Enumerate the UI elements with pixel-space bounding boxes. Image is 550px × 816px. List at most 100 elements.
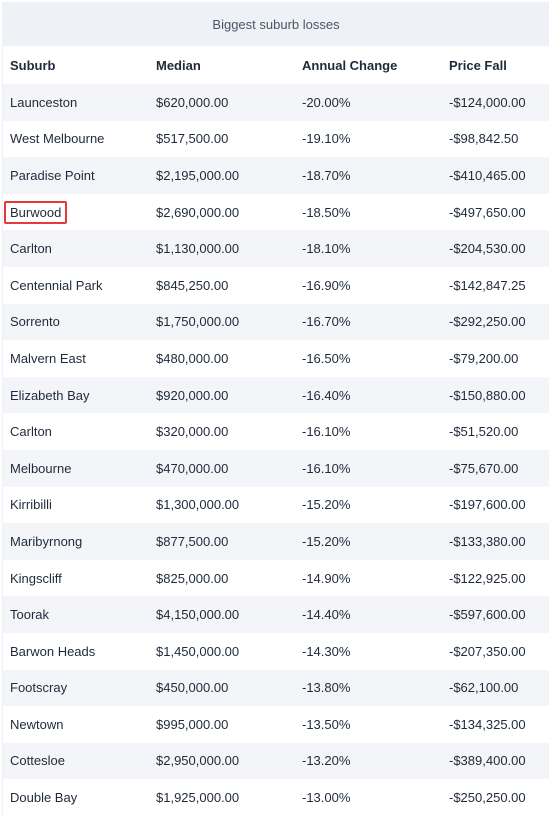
cell-price-fall: -$142,847.25 xyxy=(449,277,526,293)
cell-median: $320,000.00 xyxy=(156,424,229,440)
header-suburb: Suburb xyxy=(10,57,56,73)
cell-suburb: Sorrento xyxy=(10,314,60,330)
cell-median: $450,000.00 xyxy=(156,680,229,696)
cell-annual-change: -16.10% xyxy=(302,424,351,440)
cell-annual-change: -16.40% xyxy=(302,387,351,403)
cell-annual-change: -16.10% xyxy=(302,460,351,476)
header-annual-change: Annual Change xyxy=(302,57,398,73)
table-caption: Biggest suburb losses xyxy=(3,2,549,46)
cell-annual-change: -13.80% xyxy=(302,680,351,696)
cell-suburb: Burwood xyxy=(3,200,149,224)
cell-median: $620,000.00 xyxy=(156,94,229,110)
cell-annual-change: -18.10% xyxy=(302,241,351,257)
cell-median: $2,195,000.00 xyxy=(156,167,240,183)
table-header-row: Suburb Median Annual Change Price Fall xyxy=(3,46,549,84)
cell-price-fall: -$207,350.00 xyxy=(449,643,526,659)
highlighted-suburb-label: Burwood xyxy=(4,200,68,224)
cell-median: $480,000.00 xyxy=(156,350,229,366)
cell-price-fall: -$51,520.00 xyxy=(449,424,519,440)
cell-annual-change: -18.50% xyxy=(302,204,351,220)
table-row: Launceston $620,000.00 -20.00% -$124,000.00 xyxy=(3,84,549,121)
cell-price-fall: -$75,670.00 xyxy=(449,460,519,476)
table-row: Melbourne $470,000.00 -16.10% -$75,670.00 xyxy=(3,449,549,487)
header-price-fall: Price Fall xyxy=(449,57,507,73)
table-row: Barwon Heads $1,450,000.00 -14.30% -$207,35… xyxy=(3,632,549,670)
cell-suburb: Double Bay xyxy=(10,790,78,806)
header-median: Median xyxy=(156,57,201,73)
cell-suburb: Cottesloe xyxy=(10,753,65,769)
cell-median: $845,250.00 xyxy=(156,277,229,293)
cell-price-fall: -$250,250.00 xyxy=(449,790,526,806)
cell-annual-change: -15.20% xyxy=(302,533,351,549)
cell-price-fall: -$124,000.00 xyxy=(449,94,526,110)
cell-price-fall: -$410,465.00 xyxy=(449,167,526,183)
cell-annual-change: -18.70% xyxy=(302,167,351,183)
table-row: Maribyrnong $877,500.00 -15.20% -$133,380.0… xyxy=(3,523,549,560)
cell-annual-change: -13.00% xyxy=(302,790,351,806)
cell-price-fall: -$197,600.00 xyxy=(449,497,526,513)
cell-suburb: Centennial Park xyxy=(10,277,103,293)
cell-median: $2,690,000.00 xyxy=(156,204,240,220)
cell-price-fall: -$497,650.00 xyxy=(449,204,526,220)
cell-median: $995,000.00 xyxy=(156,716,229,732)
cell-price-fall: -$62,100.00 xyxy=(449,680,519,696)
table-row: Newtown $995,000.00 -13.50% -$134,325.00 xyxy=(3,706,549,743)
cell-median: $1,300,000.00 xyxy=(156,497,240,513)
table-row: Burwood $2,690,000.00 -18.50% -$497,650.00 xyxy=(3,193,549,231)
cell-suburb: Toorak xyxy=(10,607,50,623)
cell-suburb: Newtown xyxy=(10,716,64,732)
table-row: Carlton $320,000.00 -16.10% -$51,520.00 xyxy=(3,413,549,450)
cell-annual-change: -16.90% xyxy=(302,277,351,293)
cell-annual-change: -16.50% xyxy=(302,350,351,366)
cell-suburb: Kingscliff xyxy=(10,570,62,586)
cell-price-fall: -$292,250.00 xyxy=(449,314,526,330)
cell-annual-change: -19.10% xyxy=(302,131,351,147)
cell-suburb: West Melbourne xyxy=(10,131,105,147)
cell-price-fall: -$150,880.00 xyxy=(449,387,526,403)
cell-annual-change: -13.20% xyxy=(302,753,351,769)
cell-price-fall: -$389,400.00 xyxy=(449,753,526,769)
cell-suburb: Malvern East xyxy=(10,350,86,366)
table-row: Centennial Park $845,250.00 -16.90% -$142,8… xyxy=(3,266,549,304)
table-body: Launceston $620,000.00 -20.00% -$124,000.00… xyxy=(3,84,549,816)
cell-median: $920,000.00 xyxy=(156,387,229,403)
cell-suburb: Carlton xyxy=(10,241,52,257)
table-row: Paradise Point $2,195,000.00 -18.70% -$410,… xyxy=(3,157,549,194)
cell-annual-change: -20.00% xyxy=(302,94,351,110)
table-row: Elizabeth Bay $920,000.00 -16.40% -$150,880… xyxy=(3,376,549,414)
table-row: Toorak $4,150,000.00 -14.40% -$597,600.00 xyxy=(3,596,549,633)
cell-median: $517,500.00 xyxy=(156,131,229,147)
cell-annual-change: -15.20% xyxy=(302,497,351,513)
cell-median: $1,450,000.00 xyxy=(156,643,240,659)
table-row: Footscray $450,000.00 -13.80% -$62,100.00 xyxy=(3,669,549,707)
cell-suburb: Elizabeth Bay xyxy=(10,387,90,403)
cell-price-fall: -$204,530.00 xyxy=(449,241,526,257)
cell-suburb: Barwon Heads xyxy=(10,643,96,659)
table-row: Malvern East $480,000.00 -16.50% -$79,200.0… xyxy=(3,340,549,377)
cell-price-fall: -$79,200.00 xyxy=(449,350,519,366)
cell-median: $470,000.00 xyxy=(156,460,229,476)
cell-median: $1,130,000.00 xyxy=(156,241,240,257)
cell-price-fall: -$134,325.00 xyxy=(449,716,526,732)
table-row: Kingscliff $825,000.00 -14.90% -$122,925.00 xyxy=(3,559,549,597)
cell-suburb: Footscray xyxy=(10,680,68,696)
table-row: Carlton $1,130,000.00 -18.10% -$204,530.00 xyxy=(3,230,549,267)
cell-annual-change: -13.50% xyxy=(302,716,351,732)
cell-suburb: Paradise Point xyxy=(10,167,95,183)
table-row: Cottesloe $2,950,000.00 -13.20% -$389,400.0… xyxy=(3,742,549,780)
table-row: Double Bay $1,925,000.00 -13.00% -$250,250.… xyxy=(3,779,549,816)
cell-median: $4,150,000.00 xyxy=(156,607,240,623)
cell-suburb: Launceston xyxy=(10,94,78,110)
table-row: Kirribilli $1,300,000.00 -15.20% -$197,600.… xyxy=(3,486,549,524)
cell-median: $1,750,000.00 xyxy=(156,314,240,330)
cell-price-fall: -$133,380.00 xyxy=(449,533,526,549)
cell-median: $825,000.00 xyxy=(156,570,229,586)
cell-suburb: Melbourne xyxy=(10,460,72,476)
cell-price-fall: -$597,600.00 xyxy=(449,607,526,623)
cell-price-fall: -$98,842.50 xyxy=(449,131,519,147)
cell-median: $877,500.00 xyxy=(156,533,229,549)
cell-suburb: Maribyrnong xyxy=(10,533,83,549)
cell-median: $1,925,000.00 xyxy=(156,790,240,806)
cell-annual-change: -14.40% xyxy=(302,607,351,623)
